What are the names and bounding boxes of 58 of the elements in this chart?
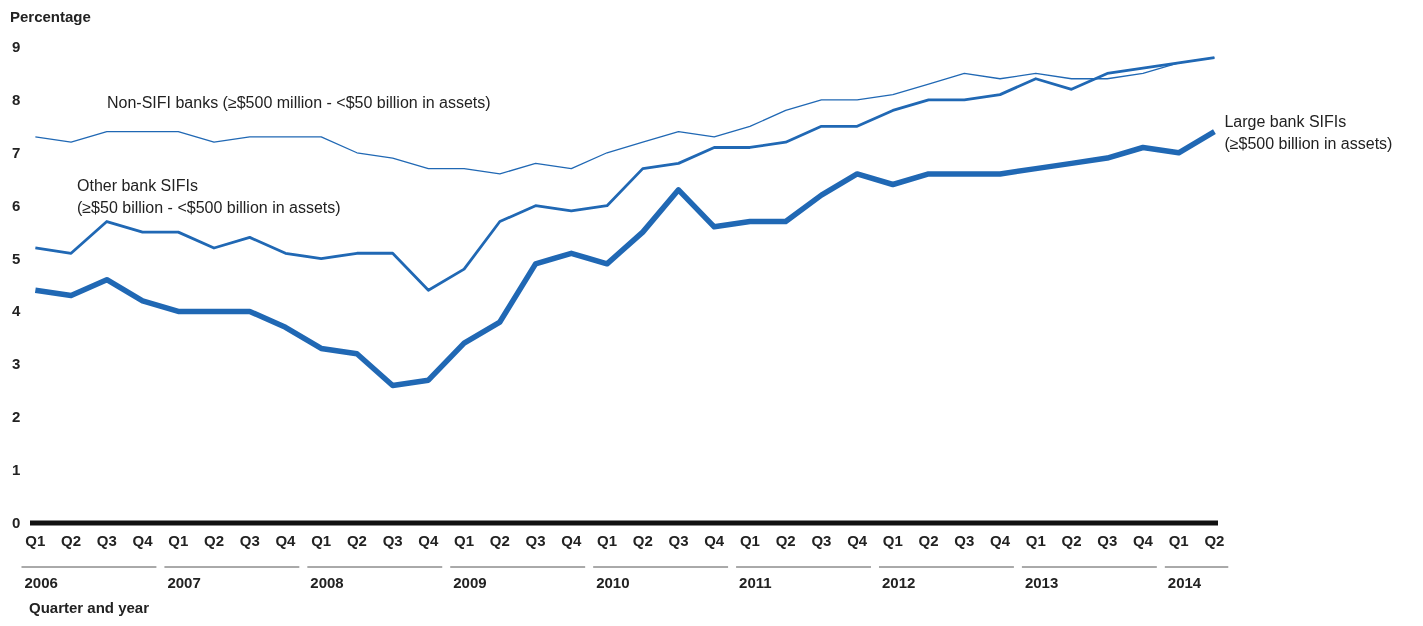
text: 2006 bbox=[24, 574, 58, 591]
x-tick-label: Q4 bbox=[847, 531, 868, 549]
x-tick-label: Q1 bbox=[1025, 531, 1046, 549]
x-tick-label: Q2 bbox=[489, 531, 510, 549]
series-label: Large bank SIFIs (≥$500 billion in assets) bbox=[1224, 112, 1393, 152]
x-tick-label: Q2 bbox=[775, 531, 796, 549]
x-tick-label: Q3 bbox=[668, 531, 689, 549]
y-tick-label: 6 bbox=[12, 196, 21, 214]
series-label: Other bank SIFIs (≥$50 billion - <$500 billion in assets) bbox=[77, 177, 341, 216]
text: 2008 bbox=[310, 574, 344, 591]
text: 2009 bbox=[453, 574, 487, 591]
x-tick-label: Q2 bbox=[918, 531, 939, 549]
text: 2010 bbox=[596, 574, 630, 591]
x-tick-label: Q1 bbox=[168, 531, 189, 549]
x-tick-label: Q2 bbox=[346, 531, 367, 549]
y-tick-label: 5 bbox=[12, 249, 21, 267]
y-tick-label: 8 bbox=[12, 90, 21, 108]
y-tick-label: 3 bbox=[12, 355, 21, 373]
y-tick-label: 4 bbox=[12, 302, 21, 320]
x-tick-label: Q3 bbox=[1097, 531, 1118, 549]
text: 2013 bbox=[1024, 574, 1059, 591]
series-label: Non-SIFI banks (≥$500 million - <$50 billion in assets) bbox=[107, 94, 491, 111]
x-tick-label: Q3 bbox=[96, 531, 117, 549]
x-tick-label: Q1 bbox=[311, 531, 332, 549]
x-tick-label: Q1 bbox=[1168, 531, 1189, 549]
x-tick-label: Q1 bbox=[454, 531, 475, 549]
x-tick-label: Q3 bbox=[954, 531, 975, 549]
x-tick-label: Q1 bbox=[882, 531, 903, 549]
x-tick-label: Q4 bbox=[418, 531, 440, 549]
x-tick-label: Q4 bbox=[704, 531, 725, 549]
x-tick-label: Q3 bbox=[382, 531, 403, 549]
x-tick-label: Q2 bbox=[632, 531, 653, 549]
text: 2007 bbox=[167, 574, 201, 591]
x-tick-label: Q2 bbox=[1204, 531, 1225, 549]
x-tick-label: Q2 bbox=[1061, 531, 1082, 549]
text: 2012 bbox=[882, 574, 916, 591]
x-tick-label: Q3 bbox=[811, 531, 832, 549]
x-tick-label: Q4 bbox=[275, 531, 297, 549]
text: 2014 bbox=[1167, 574, 1202, 591]
x-tick-label: Q4 bbox=[132, 531, 154, 549]
x-tick-label: Q1 bbox=[597, 531, 618, 549]
y-tick-label: 1 bbox=[12, 461, 21, 479]
text: 2011 bbox=[739, 574, 772, 591]
x-tick-label: Q2 bbox=[204, 531, 225, 549]
x-tick-label: Q1 bbox=[25, 531, 46, 549]
x-tick-label: Q1 bbox=[739, 531, 760, 549]
y-tick-label: 0 bbox=[12, 514, 21, 531]
x-tick-label: Q2 bbox=[61, 531, 82, 549]
y-axis-title: Percentage bbox=[10, 8, 91, 25]
y-tick-label: 7 bbox=[12, 143, 21, 161]
x-tick-label: Q3 bbox=[239, 531, 260, 549]
x-axis-title: Quarter and year bbox=[29, 599, 150, 616]
y-tick-label: 2 bbox=[12, 408, 21, 426]
x-tick-label: Q3 bbox=[525, 531, 546, 549]
y-tick-label: 9 bbox=[12, 38, 21, 55]
x-tick-label: Q4 bbox=[561, 531, 582, 549]
x-tick-label: Q4 bbox=[990, 531, 1011, 549]
x-tick-label: Q4 bbox=[1132, 531, 1154, 549]
